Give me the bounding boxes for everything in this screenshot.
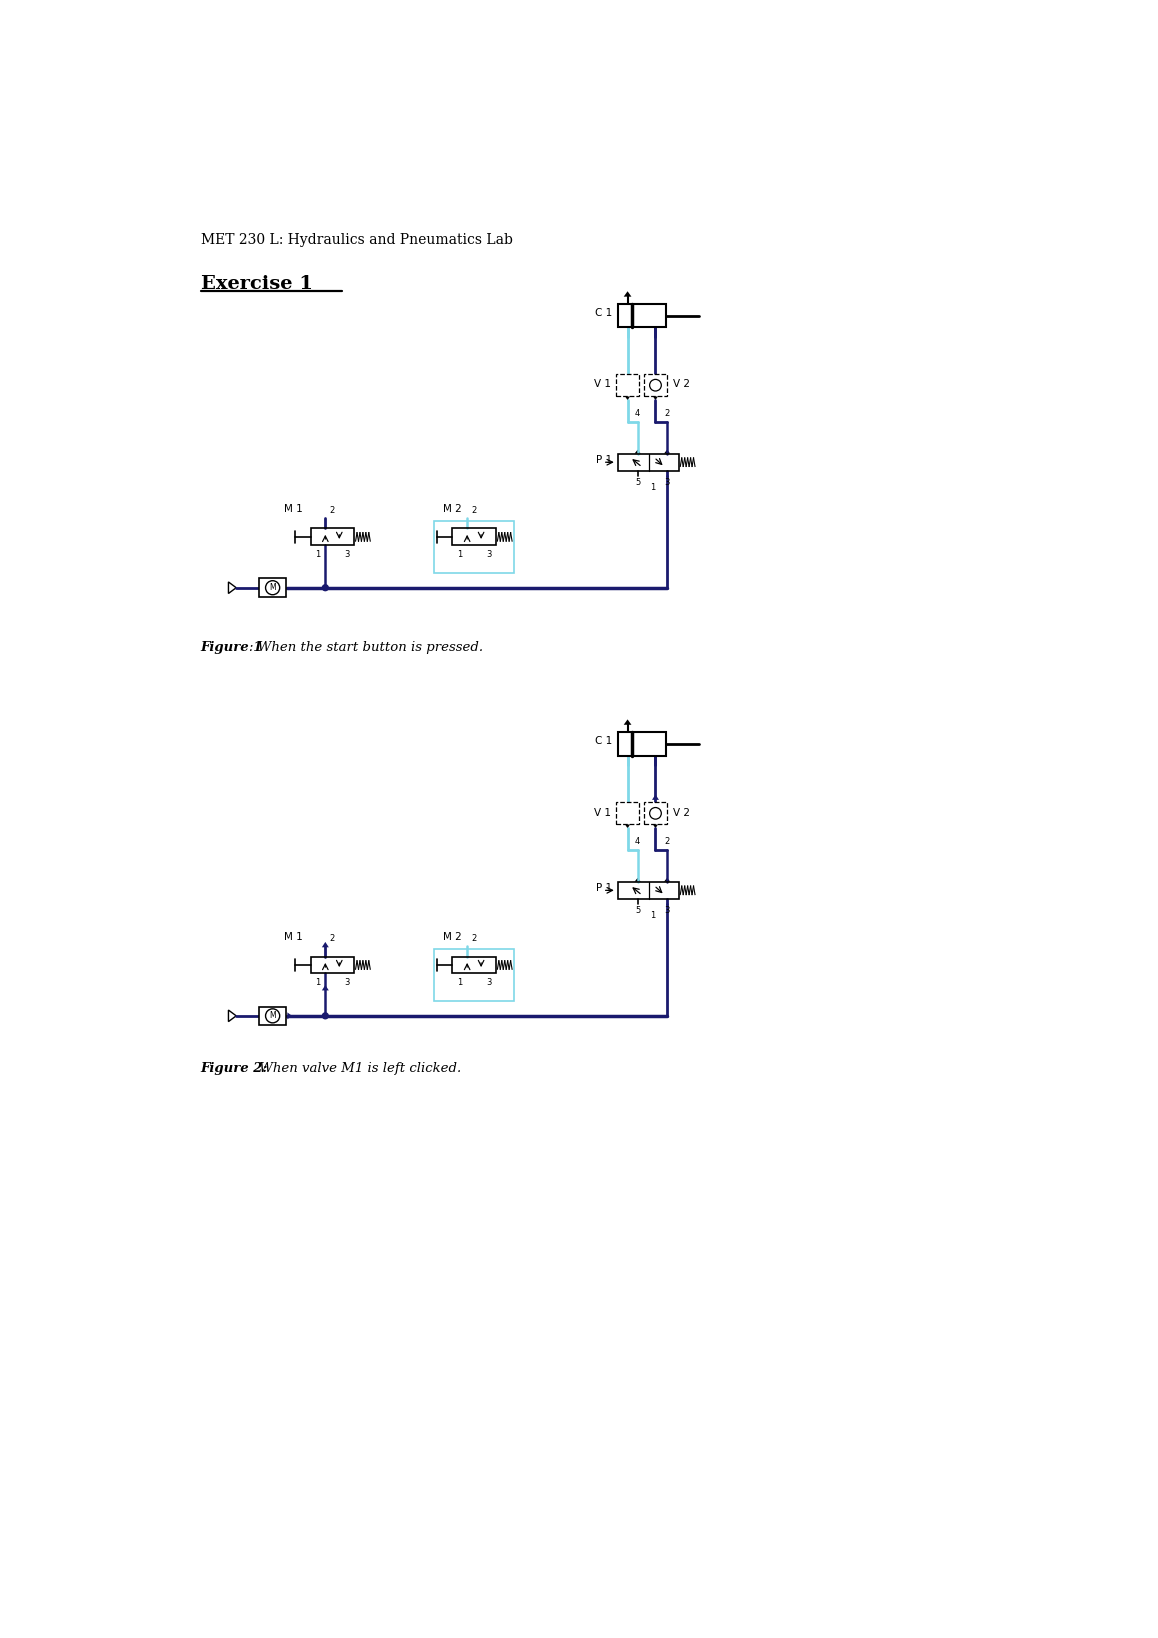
Text: 1: 1 [650,483,655,491]
Polygon shape [322,984,329,991]
Text: 2: 2 [471,934,477,943]
Text: 2: 2 [665,837,669,847]
Polygon shape [624,822,631,829]
Text: 1: 1 [650,911,655,921]
Text: M: M [270,1011,276,1020]
Text: 1: 1 [315,978,321,988]
Polygon shape [664,450,670,454]
Text: 4: 4 [635,837,640,847]
Polygon shape [624,719,631,724]
Circle shape [322,1012,328,1019]
Bar [616,373,639,396]
Bar [259,578,286,596]
Circle shape [265,581,280,595]
Text: 2: 2 [665,410,669,418]
Text: V 2: V 2 [673,808,689,817]
Bar [310,957,354,973]
Circle shape [650,380,661,391]
Bar [453,529,496,545]
Text: 2: 2 [330,506,335,516]
Bar [453,957,496,973]
Polygon shape [652,794,659,799]
Bar [259,1007,286,1025]
Bar [310,529,354,545]
Polygon shape [652,822,659,829]
Polygon shape [322,942,329,947]
Text: M 1: M 1 [284,932,303,942]
Text: M 1: M 1 [284,505,303,514]
Polygon shape [652,395,659,400]
Polygon shape [664,878,670,881]
Text: V 1: V 1 [594,380,610,390]
Text: : When the start button is pressed.: : When the start button is pressed. [249,642,484,654]
Polygon shape [635,450,640,454]
Text: 2: 2 [330,934,335,943]
Text: P 1: P 1 [596,883,613,893]
Text: M 2: M 2 [444,932,462,942]
Text: Figure 1: Figure 1 [200,642,263,654]
Text: 3: 3 [486,978,491,988]
Polygon shape [624,292,631,296]
Text: C 1: C 1 [595,735,613,745]
Bar [618,732,666,755]
Text: 5: 5 [635,478,640,486]
Text: When valve M1 is left clicked.: When valve M1 is left clicked. [255,1063,461,1076]
Bar [434,948,514,1001]
Text: 1: 1 [456,550,462,559]
Text: 2: 2 [471,506,477,516]
Circle shape [265,1009,280,1022]
Text: 1: 1 [315,550,321,559]
Text: Figure 2:: Figure 2: [200,1063,267,1076]
Text: MET 230 L: Hydraulics and Pneumatics Lab: MET 230 L: Hydraulics and Pneumatics Lab [200,233,513,247]
Bar [618,881,679,899]
Text: 1: 1 [456,978,462,988]
Text: 3: 3 [344,978,350,988]
Bar [644,803,667,824]
Circle shape [650,808,661,819]
Text: 3: 3 [486,550,491,559]
Text: 4: 4 [635,410,640,418]
Text: 5: 5 [635,906,640,916]
Text: M: M [270,583,276,593]
Text: Exercise 1: Exercise 1 [200,275,313,293]
Text: 3: 3 [665,478,669,486]
Polygon shape [287,1012,292,1019]
Text: 3: 3 [665,906,669,916]
Text: C 1: C 1 [595,308,613,318]
Text: M 2: M 2 [444,505,462,514]
Bar [618,454,679,470]
Polygon shape [635,878,640,881]
Bar [618,305,666,328]
Bar [434,521,514,573]
Text: 3: 3 [344,550,350,559]
Bar [616,803,639,824]
Text: P 1: P 1 [596,455,613,465]
Text: V 1: V 1 [594,808,610,817]
Text: V 2: V 2 [673,380,689,390]
Circle shape [322,585,328,591]
Polygon shape [624,395,631,400]
Bar [644,373,667,396]
